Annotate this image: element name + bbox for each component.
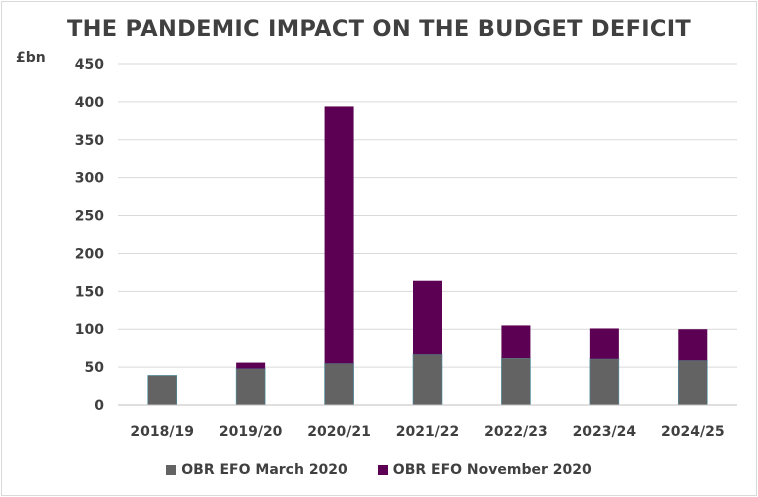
bar-segment: [236, 362, 266, 369]
y-tick-label: 200: [75, 246, 104, 262]
x-tick-label: 2020/21: [307, 424, 371, 440]
bar-segment: [501, 357, 531, 406]
x-tick-label: 2018/19: [130, 424, 194, 440]
y-tick-label: 300: [75, 171, 104, 187]
y-tick-label: 50: [85, 360, 105, 376]
y-tick-label: 450: [75, 57, 104, 73]
y-tick-label: 150: [75, 284, 104, 300]
bar-segment: [235, 368, 266, 406]
y-tick-label: 400: [75, 95, 104, 111]
x-tick-label: 2022/23: [484, 424, 548, 440]
bar-segment: [589, 358, 620, 406]
chart-title: THE PANDEMIC IMPACT ON THE BUDGET DEFICI…: [66, 16, 692, 42]
y-tick-label: 100: [75, 322, 104, 338]
chart-legend: OBR EFO March 2020 OBR EFO November 2020: [0, 462, 758, 478]
bar-segment: [501, 325, 531, 359]
y-axis-unit-label: £bn: [16, 50, 46, 66]
y-tick-label: 0: [94, 398, 104, 414]
bar-segment: [324, 106, 354, 364]
x-tick-label: 2021/22: [396, 424, 460, 440]
legend-label: OBR EFO November 2020: [392, 462, 592, 478]
bar-segment: [412, 353, 443, 406]
bar-segment: [677, 359, 708, 406]
bar-segment: [678, 329, 708, 361]
y-tick-label: 350: [75, 133, 104, 149]
x-tick-label: 2023/24: [573, 424, 637, 440]
bar-segment: [413, 280, 442, 355]
legend-swatch: [377, 465, 388, 475]
legend-item: OBR EFO November 2020: [377, 462, 592, 478]
x-tick-label: 2019/20: [219, 424, 283, 440]
bar-segment: [324, 363, 354, 406]
bar-segment: [147, 375, 178, 406]
legend-swatch: [166, 465, 177, 475]
legend-item: OBR EFO March 2020: [166, 462, 348, 478]
y-tick-label: 250: [75, 209, 104, 225]
x-tick-label: 2024/25: [661, 424, 725, 440]
legend-label: OBR EFO March 2020: [181, 462, 348, 478]
bar-segment: [589, 328, 619, 359]
